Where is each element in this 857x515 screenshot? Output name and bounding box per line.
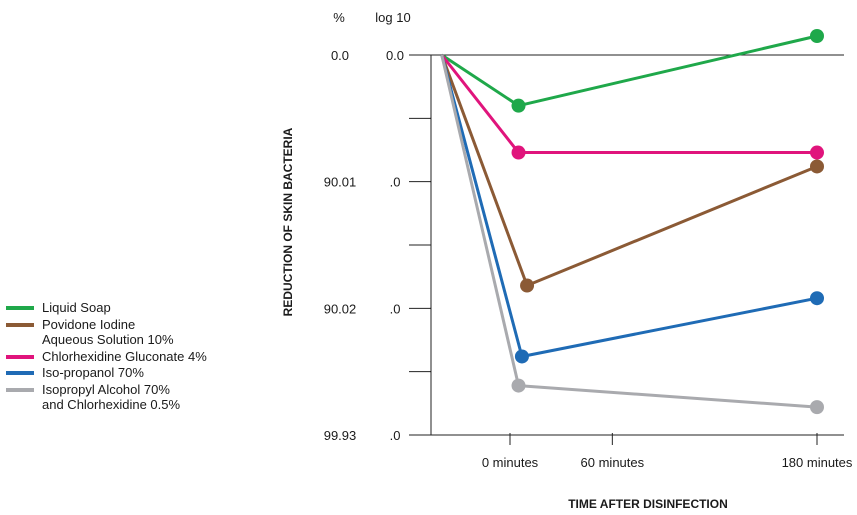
axes: % log 10 0.0 0.0 90.01 .0 90.02 .0 99.93 .0 REDUCT… <box>281 10 853 511</box>
legend-label: Povidone Iodine Aqueous Solution 10% <box>42 316 174 348</box>
y-tick-label-percent: 90.01 <box>324 175 357 190</box>
data-point <box>810 29 824 43</box>
y-tick-label-percent: 0.0 <box>331 48 349 63</box>
series-line-2 <box>440 54 817 155</box>
legend-label: Liquid Soap <box>42 300 111 315</box>
y-header-percent: % <box>333 10 345 25</box>
x-tick-label: 180 minutes <box>782 455 853 470</box>
y-tick-label-percent: 90.02 <box>324 301 357 316</box>
series-line-0 <box>440 34 818 108</box>
legend-item: Povidone Iodine Aqueous Solution 10% <box>6 317 207 348</box>
y-tick-label-log: .0 <box>390 175 401 190</box>
data-point <box>511 378 526 393</box>
y-axis-title: REDUCTION OF SKIN BACTERIA <box>281 127 295 316</box>
series-line-1 <box>440 54 818 288</box>
data-point <box>810 400 824 415</box>
legend-swatch <box>6 387 34 392</box>
legend-item: Chlorhexidine Gluconate 4% <box>6 349 207 365</box>
legend-label: Chlorhexidine Gluconate 4% <box>42 348 207 364</box>
x-tick-label: 60 minutes <box>581 455 645 470</box>
x-tick-label: 0 minutes <box>482 455 539 470</box>
y-tick-label-log: .0 <box>390 428 401 443</box>
data-point <box>810 145 824 160</box>
legend-swatch <box>6 322 34 327</box>
data-point <box>511 145 526 160</box>
y-tick-label-log: 0.0 <box>386 48 404 63</box>
legend-item: Liquid Soap <box>6 300 207 316</box>
x-axis-title: TIME AFTER DISINFECTION <box>568 497 728 511</box>
legend-label: Isopropyl Alcohol 70% and Chlorhexidine … <box>42 381 181 413</box>
legend-label: Iso-propanol 70% <box>42 365 144 380</box>
legend: Liquid Soap Povidone Iodine Aqueous Solut… <box>6 300 207 414</box>
legend-item: Isopropyl Alcohol 70% and Chlorhexidine … <box>6 382 207 413</box>
y-header-log: log 10 <box>375 10 410 25</box>
data-point <box>810 159 824 174</box>
legend-swatch <box>6 371 34 375</box>
data-point <box>511 98 526 113</box>
data-point <box>514 349 529 364</box>
legend-swatch <box>6 354 34 359</box>
legend-item: Iso-propanol 70% <box>6 365 207 381</box>
y-tick-label-percent: 99.93 <box>324 428 357 443</box>
data-point <box>520 278 535 293</box>
series-layer <box>440 29 824 415</box>
legend-swatch <box>6 306 34 310</box>
y-tick-label-log: .0 <box>390 301 401 316</box>
data-point <box>810 291 824 306</box>
series-line-4 <box>440 54 818 409</box>
